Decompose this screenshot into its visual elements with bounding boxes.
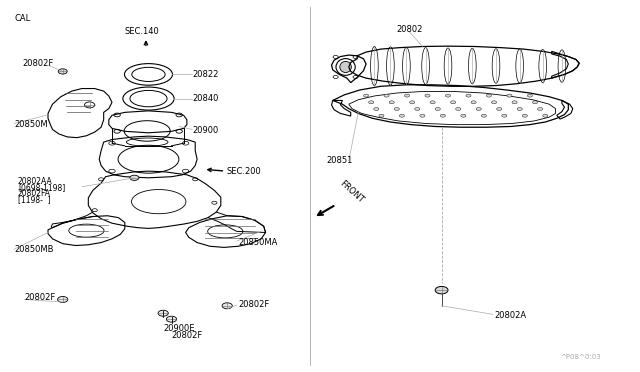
Circle shape — [461, 114, 466, 117]
Circle shape — [222, 303, 232, 309]
Text: 20850MB: 20850MB — [14, 246, 54, 254]
Text: SEC.200: SEC.200 — [227, 167, 261, 176]
Circle shape — [471, 101, 476, 104]
Circle shape — [415, 108, 420, 110]
Circle shape — [364, 94, 369, 97]
Text: [0698-1198]: [0698-1198] — [18, 183, 65, 192]
Circle shape — [532, 101, 538, 104]
Circle shape — [435, 286, 448, 294]
Circle shape — [425, 94, 430, 97]
Circle shape — [166, 316, 177, 322]
Circle shape — [58, 296, 68, 302]
Text: 20802AA: 20802AA — [18, 177, 52, 186]
Circle shape — [158, 310, 168, 316]
Circle shape — [543, 114, 548, 117]
Circle shape — [512, 101, 517, 104]
Circle shape — [410, 101, 415, 104]
Text: 20802A: 20802A — [494, 311, 526, 320]
Circle shape — [538, 108, 543, 110]
Text: 20802FA: 20802FA — [18, 189, 51, 198]
Ellipse shape — [340, 61, 351, 73]
Circle shape — [130, 175, 139, 180]
Text: 20802F: 20802F — [24, 293, 56, 302]
Circle shape — [527, 94, 532, 97]
Circle shape — [502, 114, 507, 117]
Circle shape — [486, 94, 492, 97]
Circle shape — [507, 94, 512, 97]
Circle shape — [399, 114, 404, 117]
Text: 20851: 20851 — [326, 156, 353, 165]
Text: 20802F: 20802F — [238, 300, 269, 309]
Text: 20850M: 20850M — [14, 120, 48, 129]
Circle shape — [522, 114, 527, 117]
Text: [1198-  ]: [1198- ] — [18, 195, 51, 204]
Circle shape — [384, 94, 389, 97]
Text: ^P08^0:03: ^P08^0:03 — [560, 354, 601, 360]
Circle shape — [445, 94, 451, 97]
Circle shape — [481, 114, 486, 117]
Text: 20802F: 20802F — [22, 60, 54, 68]
Circle shape — [456, 108, 461, 110]
Circle shape — [435, 108, 440, 110]
Circle shape — [389, 101, 394, 104]
Circle shape — [58, 69, 67, 74]
Circle shape — [374, 108, 379, 110]
Circle shape — [379, 114, 384, 117]
Circle shape — [404, 94, 410, 97]
Text: 20900E: 20900E — [163, 324, 195, 333]
Circle shape — [466, 94, 471, 97]
Circle shape — [369, 101, 374, 104]
Circle shape — [517, 108, 522, 110]
Text: 20802: 20802 — [397, 25, 423, 34]
Circle shape — [476, 108, 481, 110]
Text: SEC.140: SEC.140 — [125, 27, 159, 36]
Text: 20822: 20822 — [192, 70, 218, 79]
Text: 20900: 20900 — [192, 126, 218, 135]
Circle shape — [440, 114, 445, 117]
Text: 20850MA: 20850MA — [238, 238, 278, 247]
Circle shape — [497, 108, 502, 110]
Text: 20802F: 20802F — [172, 331, 203, 340]
Circle shape — [430, 101, 435, 104]
Circle shape — [492, 101, 497, 104]
Circle shape — [394, 108, 399, 110]
Circle shape — [451, 101, 456, 104]
Circle shape — [420, 114, 425, 117]
Text: CAL: CAL — [14, 14, 30, 23]
Text: 20840: 20840 — [192, 94, 218, 103]
Text: FRONT: FRONT — [338, 179, 365, 205]
